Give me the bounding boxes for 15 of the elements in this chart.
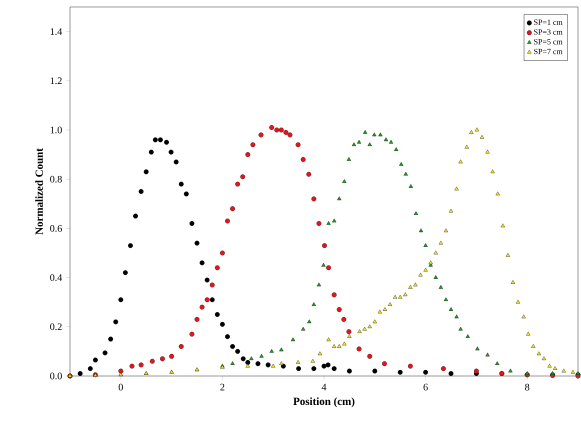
x-axis-title: Position (cm): [293, 397, 354, 408]
y-tick-label: 1.0: [50, 126, 62, 134]
y-tick-label: 0.6: [50, 225, 62, 232]
x-tick-label: 2: [220, 384, 224, 390]
y-axis-title: Normalized Count: [35, 148, 43, 235]
y-tick-label: 0.4: [50, 274, 62, 281]
y-tick-label: 0.2: [50, 323, 62, 330]
y-tick-label: 0.8: [50, 176, 62, 183]
x-tick-label: 8: [525, 384, 530, 390]
x-tick-label: 4: [322, 384, 326, 390]
y-tick-label: 1.2: [50, 77, 62, 84]
y-tick-label: 0.0: [50, 372, 62, 380]
x-tick-label: 0: [118, 384, 123, 390]
x-tick-label: 6: [424, 384, 428, 390]
y-tick-label: 1.4: [50, 28, 62, 35]
